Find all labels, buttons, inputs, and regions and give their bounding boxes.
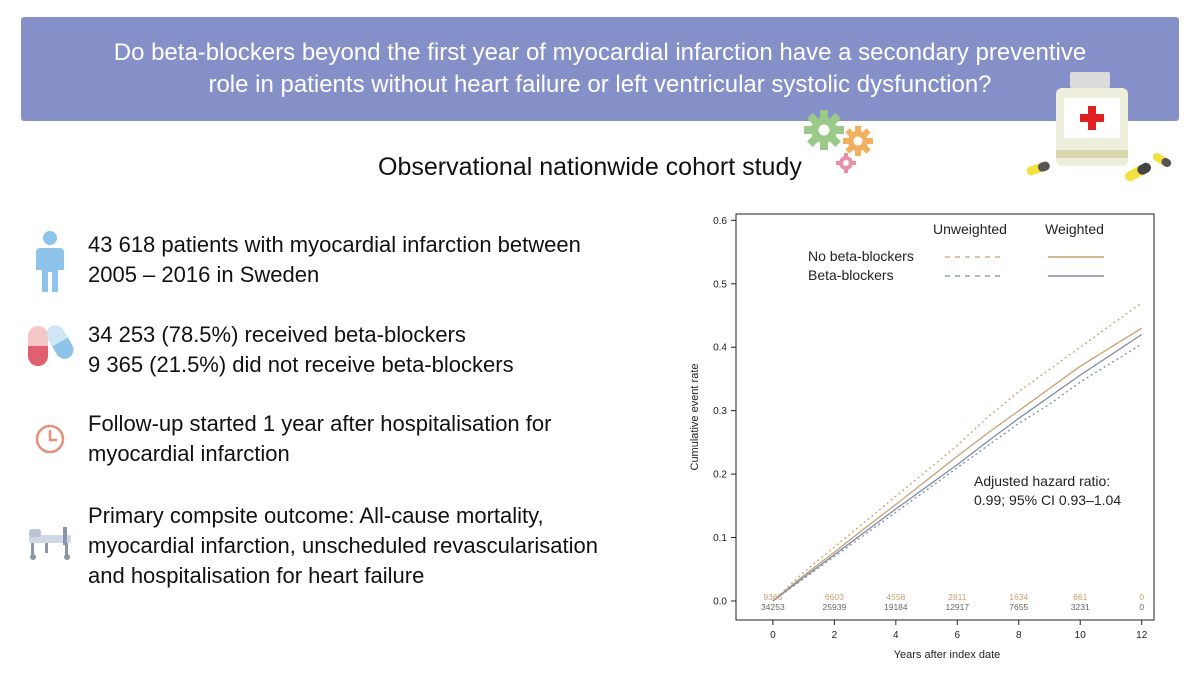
y-axis: 0.0 0.1 0.2 0.3 0.4 0.5 0.6 [713, 216, 736, 607]
cumulative-event-chart: 0.0 0.1 0.2 0.3 0.4 0.5 0.6 0 2 4 6 8 10 12 93653425… [689, 213, 1155, 661]
finding-line: Follow-up started 1 year after hospitali… [88, 411, 552, 436]
finding-line: Primary compsite outcome: All-cause mort… [88, 503, 544, 528]
risk-count-beta-blockers: 19184 [884, 602, 908, 612]
research-question: Do beta-blockers beyond the first year o… [114, 37, 1087, 101]
hazard-ratio-value: 0.99; 95% CI 0.93–1.04 [974, 492, 1121, 508]
finding-beta-blockers: 34 253 (78.5%) received beta-blockers 9 … [22, 320, 514, 380]
legend-row-beta-blockers: Beta-blockers [808, 267, 894, 283]
x-axis: 0 2 4 6 8 10 12 [770, 620, 1148, 641]
x-tick-label: 4 [893, 630, 899, 641]
y-tick-label: 0.6 [713, 216, 727, 227]
risk-count-beta-blockers: 7655 [1009, 602, 1028, 612]
finding-line: myocardial infarction, unscheduled revas… [88, 533, 598, 558]
question-line-1: Do beta-blockers beyond the first year o… [113, 39, 1087, 66]
study-type: Observational nationwide cohort study [378, 153, 802, 181]
risk-count-beta-blockers: 0 [1139, 602, 1144, 612]
y-axis-label: Cumulative event rate [689, 364, 701, 471]
finding-line: 9 365 (21.5%) did not receive beta-block… [88, 352, 514, 377]
finding-text: 34 253 (78.5%) received beta-blockers 9 … [88, 320, 514, 380]
plot-frame [735, 213, 1155, 621]
risk-count-no-beta-blockers: 0 [1139, 592, 1144, 602]
risk-count-beta-blockers: 3231 [1071, 602, 1090, 612]
question-banner: Do beta-blockers beyond the first year o… [21, 17, 1179, 121]
finding-text: Follow-up started 1 year after hospitali… [88, 409, 551, 469]
risk-count-beta-blockers: 34253 [761, 602, 785, 612]
person-icon [22, 230, 78, 294]
finding-line: 2005 – 2016 in Sweden [88, 262, 320, 287]
no-beta-blockers-unweighted-line [772, 302, 1143, 602]
pills-icon [22, 320, 78, 370]
x-tick-label: 12 [1136, 630, 1148, 641]
y-tick-label: 0.0 [713, 596, 727, 607]
finding-text: Primary compsite outcome: All-cause mort… [88, 501, 598, 591]
finding-outcome: Primary compsite outcome: All-cause mort… [22, 501, 598, 591]
legend-row-no-beta-blockers: No beta-blockers [808, 248, 914, 264]
y-tick-label: 0.1 [713, 533, 727, 544]
finding-patients: 43 618 patients with myocardial infarcti… [22, 230, 581, 294]
question-line-2: role in patients without heart failure o… [208, 71, 992, 98]
finding-line: 43 618 patients with myocardial infarcti… [88, 232, 581, 257]
finding-line: 34 253 (78.5%) received beta-blockers [88, 322, 466, 347]
x-tick-label: 2 [832, 630, 838, 641]
risk-count-no-beta-blockers: 4558 [886, 592, 905, 602]
x-axis-label: Years after index date [894, 649, 1001, 661]
medicine-bottle-icon [1026, 72, 1172, 182]
finding-line: and hospitalisation for heart failure [88, 563, 425, 588]
finding-text: 43 618 patients with myocardial infarcti… [88, 230, 581, 290]
beta-blockers-weighted-line [772, 333, 1143, 602]
x-tick-label: 10 [1075, 630, 1087, 641]
risk-count-no-beta-blockers: 2811 [948, 592, 967, 602]
no-beta-blockers-weighted-line [772, 327, 1143, 602]
hospital-bed-icon [22, 501, 78, 563]
risk-count-no-beta-blockers: 661 [1073, 592, 1087, 602]
finding-follow-up: Follow-up started 1 year after hospitali… [22, 409, 551, 469]
x-tick-label: 8 [1016, 630, 1022, 641]
risk-count-no-beta-blockers: 6603 [825, 592, 844, 602]
risk-count-beta-blockers: 12917 [945, 602, 969, 612]
risk-count-no-beta-blockers: 9365 [763, 592, 782, 602]
legend-col-weighted: Weighted [1045, 221, 1104, 237]
hazard-ratio-label: Adjusted hazard ratio: [974, 473, 1110, 489]
gears-icon [804, 110, 873, 173]
legend: Unweighted Weighted No beta-blockers Bet… [808, 221, 1104, 283]
legend-col-unweighted: Unweighted [933, 221, 1007, 237]
beta-blockers-unweighted-line [772, 343, 1143, 602]
x-tick-label: 6 [955, 630, 961, 641]
clock-icon [22, 409, 78, 455]
y-tick-label: 0.2 [713, 470, 727, 481]
series-layer [772, 302, 1143, 602]
y-tick-label: 0.3 [713, 406, 727, 417]
risk-count-beta-blockers: 25939 [823, 602, 847, 612]
y-tick-label: 0.4 [713, 343, 727, 354]
finding-line: myocardial infarction [88, 441, 290, 466]
y-tick-label: 0.5 [713, 279, 727, 290]
x-tick-label: 0 [770, 630, 776, 641]
risk-count-no-beta-blockers: 1634 [1009, 592, 1028, 602]
